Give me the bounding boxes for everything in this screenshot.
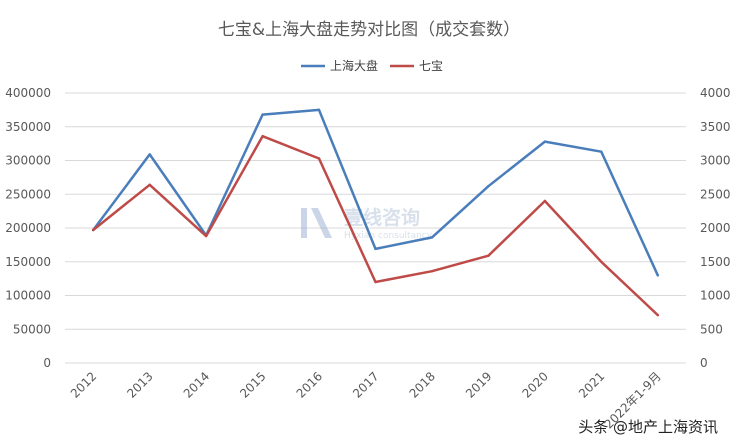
y-left-tick-label: 250000 (5, 187, 51, 201)
y-right-tick-label: 3000 (700, 154, 731, 168)
data-point (204, 234, 208, 238)
watermark-sub: Hyxian consultancy (344, 231, 433, 241)
y-right-tick-label: 1500 (700, 255, 731, 269)
y-left-tick-label: 200000 (5, 221, 51, 235)
data-point (261, 135, 264, 138)
legend: 上海大盘 七宝 (301, 58, 443, 73)
data-point (148, 183, 151, 186)
data-point (374, 280, 377, 284)
watermark: 壹线咨询 Hyxian consultancy (301, 206, 433, 241)
watermark-logo-bar (301, 208, 307, 238)
y-axis-right: 0 500 1000 1500 2000 2500 3000 3500 4000 (700, 86, 731, 370)
y-left-tick-label: 350000 (5, 120, 51, 134)
series-layer (91, 108, 660, 317)
data-point (430, 236, 434, 239)
data-point (261, 113, 264, 116)
data-point (148, 153, 151, 156)
y-left-tick-label: 400000 (5, 86, 51, 100)
y-left-tick-label: 50000 (13, 322, 51, 336)
watermark-name: 壹线咨询 (344, 206, 420, 229)
data-point (374, 247, 377, 251)
y-axis-left: 0 50000 100000 150000 200000 250000 300000 3500… (5, 86, 51, 370)
chart-title: 七宝&上海大盘走势对比图（成交套数） (218, 20, 520, 40)
data-point (656, 313, 659, 317)
data-point (317, 157, 321, 160)
legend-label-shanghai: 上海大盘 (330, 58, 378, 73)
data-point (543, 199, 547, 203)
y-right-tick-label: 2500 (700, 187, 731, 201)
data-point (92, 228, 95, 232)
grid (65, 92, 686, 364)
y-left-tick-label: 0 (43, 356, 51, 370)
y-right-tick-label: 500 (700, 322, 723, 336)
y-left-tick-label: 150000 (5, 255, 51, 269)
footer-credit: 头条 @地产上海资讯 (578, 418, 718, 436)
y-left-tick-label: 300000 (5, 154, 51, 168)
y-right-tick-label: 3500 (700, 120, 731, 134)
y-left-tick-label: 100000 (5, 289, 51, 303)
y-right-tick-label: 0 (700, 356, 708, 370)
data-point (487, 184, 490, 188)
watermark-logo-slash (311, 208, 332, 238)
data-point (600, 150, 603, 153)
data-point (600, 260, 603, 263)
data-point (543, 140, 547, 143)
y-right-tick-label: 1000 (700, 289, 731, 303)
data-point (317, 108, 321, 112)
legend-label-qibao: 七宝 (419, 59, 443, 73)
data-point (656, 274, 659, 277)
data-point (487, 254, 490, 257)
y-right-tick-label: 2000 (700, 221, 731, 235)
y-right-tick-label: 4000 (700, 86, 731, 100)
data-point (430, 270, 434, 273)
